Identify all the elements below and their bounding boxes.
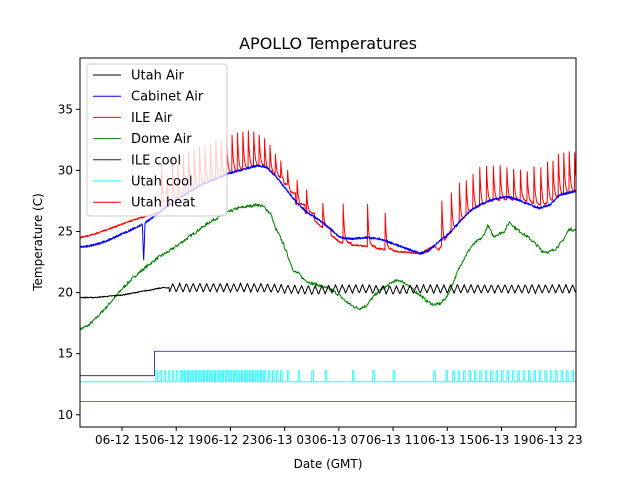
x-tick-label: 06-13 11 [366,433,420,447]
x-axis-label: Date (GMT) [294,457,363,471]
series-line-utah-cool [80,370,576,383]
series-line-utah-air [80,282,576,299]
x-tick-label: 06-13 15 [420,433,474,447]
legend-label: Utah heat [131,196,195,211]
y-tick-label: 15 [58,347,73,361]
x-tick-label: 06-13 03 [258,433,312,447]
axes-frame [79,57,577,428]
x-axis: 06-12 15 06-12 19 06-12 23 06-13 03 06-13 07… [95,427,583,447]
y-axis: 10 15 20 25 30 35 [58,102,80,422]
series-layer [80,130,576,402]
series-line-ile-cool [80,350,576,377]
y-tick-label: 30 [58,163,73,177]
legend-label: Utah cool [131,175,193,190]
legend-label: Cabinet Air [131,90,204,105]
x-tick-label: 06-12 15 [95,433,149,447]
x-tick-label: 06-13 19 [474,433,528,447]
x-tick-label: 06-13 07 [312,433,366,447]
chart-title: APOLLO Temperatures [239,34,417,53]
y-tick-label: 25 [58,225,73,239]
y-tick-label: 20 [58,286,73,300]
legend-label: ILE Air [131,111,173,126]
y-tick-label: 35 [58,102,73,116]
legend: Utah Air Cabinet Air ILE Air Dome Air ILE co… [86,63,228,217]
y-tick-label: 10 [58,408,73,422]
x-tick-label: 06-13 23 [529,433,583,447]
legend-label: Dome Air [131,132,192,147]
legend-box [86,63,228,217]
y-axis-label: Temperature (C) [31,193,45,292]
x-tick-label: 06-12 23 [203,433,257,447]
x-tick-label: 06-12 19 [149,433,203,447]
legend-label: Utah Air [131,69,184,84]
legend-label: ILE cool [131,153,181,168]
